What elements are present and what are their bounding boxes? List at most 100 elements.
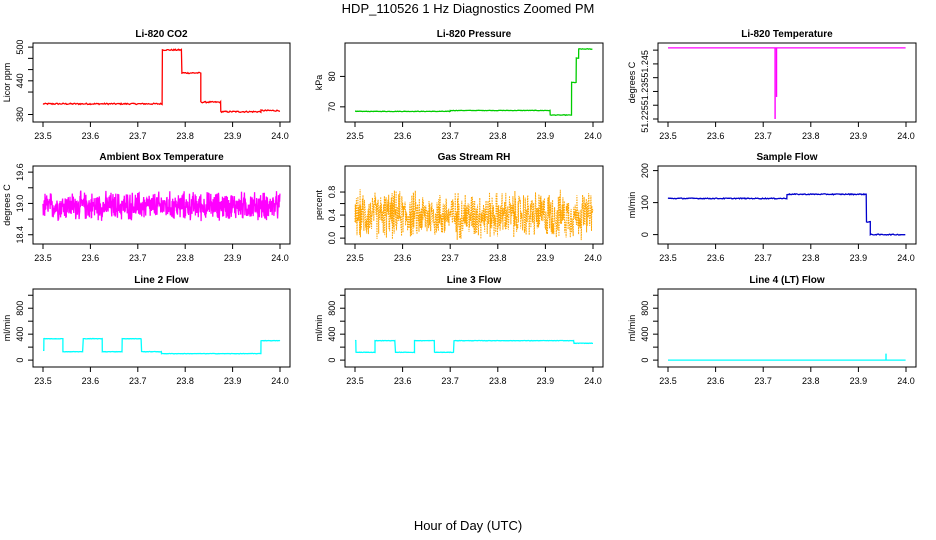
panel-sample-flow: Sample Flow 23.5 23.6 23.7 23.8 23.9 24.0 0 100 2… bbox=[627, 152, 917, 263]
x-tick-label: 23.7 bbox=[441, 253, 459, 263]
x-tick-label: 23.8 bbox=[802, 253, 820, 263]
y-tick-label: 440 bbox=[15, 73, 25, 88]
y-tick-label: 18.4 bbox=[15, 226, 25, 244]
y-tick-label: 19.0 bbox=[15, 195, 25, 213]
y-axis-label: ml/min bbox=[2, 315, 12, 342]
panel-title: Line 2 Flow bbox=[134, 275, 189, 286]
y-axis-label: degrees C bbox=[627, 61, 637, 103]
plot-frame bbox=[32, 165, 291, 245]
plot-frame bbox=[344, 165, 604, 245]
x-tick-label: 23.8 bbox=[176, 376, 194, 386]
x-tick-label: 23.6 bbox=[82, 253, 100, 263]
y-tick-label: 51.225 bbox=[640, 105, 650, 133]
y-tick-label: 380 bbox=[15, 107, 25, 122]
y-tick-label: 400 bbox=[640, 327, 650, 342]
x-tick-label: 24.0 bbox=[584, 131, 602, 141]
x-tick-label: 23.9 bbox=[850, 376, 868, 386]
x-tick-label: 23.5 bbox=[34, 376, 52, 386]
plot-frame bbox=[32, 42, 291, 123]
x-tick-label: 23.6 bbox=[707, 253, 725, 263]
x-tick-label: 23.7 bbox=[754, 376, 772, 386]
plot-frame bbox=[344, 288, 604, 368]
plot-frame bbox=[657, 42, 917, 123]
series-line bbox=[42, 48, 281, 114]
x-tick-label: 23.7 bbox=[129, 131, 147, 141]
x-tick-label: 23.5 bbox=[346, 131, 364, 141]
x-tick-label: 23.8 bbox=[802, 131, 820, 141]
x-tick-label: 23.6 bbox=[707, 376, 725, 386]
x-tick-label: 23.8 bbox=[176, 253, 194, 263]
x-tick-label: 24.0 bbox=[897, 376, 915, 386]
y-tick-label: 400 bbox=[327, 327, 337, 342]
y-axis-label: ml/min bbox=[314, 315, 324, 342]
y-tick-label: 0 bbox=[640, 232, 650, 237]
y-tick-label: 200 bbox=[640, 163, 650, 178]
y-tick-label: 500 bbox=[15, 40, 25, 55]
y-tick-label: 400 bbox=[15, 327, 25, 342]
x-tick-label: 23.9 bbox=[224, 131, 242, 141]
x-tick-label: 23.8 bbox=[176, 131, 194, 141]
panel-title: Li-820 Pressure bbox=[437, 29, 512, 40]
x-tick-label: 23.9 bbox=[537, 376, 555, 386]
panel-title: Sample Flow bbox=[756, 152, 817, 163]
panel-title: Line 4 (LT) Flow bbox=[749, 275, 825, 286]
y-tick-label: 800 bbox=[327, 301, 337, 316]
x-tick-label: 23.6 bbox=[394, 131, 412, 141]
x-tick-label: 24.0 bbox=[271, 253, 289, 263]
y-tick-label: 0 bbox=[327, 358, 337, 363]
x-tick-label: 23.6 bbox=[394, 376, 412, 386]
y-axis-label: ml/min bbox=[627, 315, 637, 342]
series-line bbox=[43, 337, 281, 355]
x-tick-label: 24.0 bbox=[897, 131, 915, 141]
panel-line-4-lt-flow: Line 4 (LT) Flow 23.5 23.6 23.7 23.8 23.9 24.0… bbox=[627, 275, 917, 386]
x-tick-label: 23.5 bbox=[346, 253, 364, 263]
panel-line-3-flow: Line 3 Flow 23.5 23.6 23.7 23.8 23.9 24.0 0 400 8… bbox=[314, 275, 604, 386]
series-line bbox=[355, 48, 593, 117]
y-axis-label: Licor ppm bbox=[2, 63, 12, 103]
x-tick-label: 23.9 bbox=[850, 131, 868, 141]
figure-title: HDP_110526 1 Hz Diagnostics Zoomed PM bbox=[341, 1, 595, 16]
x-tick-label: 24.0 bbox=[584, 253, 602, 263]
x-tick-label: 23.5 bbox=[34, 253, 52, 263]
x-tick-label: 23.5 bbox=[34, 131, 52, 141]
panel-gas-stream-rh: Gas Stream RH 23.5 23.6 23.7 23.8 23.9 24.0 0.0… bbox=[314, 152, 604, 263]
panel-title: Li-820 Temperature bbox=[741, 29, 833, 40]
y-tick-label: 51.245 bbox=[640, 50, 650, 78]
y-tick-label: 0.0 bbox=[327, 232, 337, 245]
y-axis-label: ml/min bbox=[627, 192, 637, 219]
x-tick-label: 23.5 bbox=[659, 253, 677, 263]
x-tick-label: 24.0 bbox=[271, 376, 289, 386]
x-tick-label: 24.0 bbox=[271, 131, 289, 141]
x-tick-label: 23.9 bbox=[537, 131, 555, 141]
y-axis-label: percent bbox=[314, 189, 324, 220]
x-tick-label: 23.8 bbox=[489, 253, 507, 263]
series-line bbox=[42, 190, 281, 222]
y-tick-label: 80 bbox=[327, 71, 337, 81]
x-tick-label: 23.5 bbox=[659, 131, 677, 141]
y-tick-label: 0.8 bbox=[327, 186, 337, 199]
plot-frame bbox=[657, 165, 917, 245]
panel-title: Gas Stream RH bbox=[438, 152, 511, 163]
x-tick-label: 23.7 bbox=[441, 376, 459, 386]
y-tick-label: 800 bbox=[640, 301, 650, 316]
x-tick-label: 23.7 bbox=[754, 131, 772, 141]
plot-frame bbox=[344, 42, 604, 123]
series-line bbox=[354, 339, 593, 354]
x-tick-label: 23.5 bbox=[659, 376, 677, 386]
y-tick-label: 0 bbox=[15, 358, 25, 363]
y-tick-label: 51.235 bbox=[640, 78, 650, 106]
x-tick-label: 23.7 bbox=[129, 376, 147, 386]
series-line bbox=[354, 189, 594, 241]
panel-li-820-co2: Li-820 CO2 23.5 23.6 23.7 23.8 23.9 24.0 380 440… bbox=[2, 29, 291, 141]
x-tick-label: 23.8 bbox=[802, 376, 820, 386]
x-tick-label: 23.9 bbox=[224, 253, 242, 263]
x-tick-label: 24.0 bbox=[897, 253, 915, 263]
plot-frame bbox=[32, 288, 291, 368]
x-tick-label: 23.7 bbox=[754, 253, 772, 263]
series-line bbox=[667, 192, 906, 236]
y-tick-label: 0 bbox=[640, 358, 650, 363]
x-tick-label: 23.6 bbox=[82, 376, 100, 386]
panel-title: Li-820 CO2 bbox=[135, 29, 188, 40]
x-tick-label: 23.9 bbox=[537, 253, 555, 263]
